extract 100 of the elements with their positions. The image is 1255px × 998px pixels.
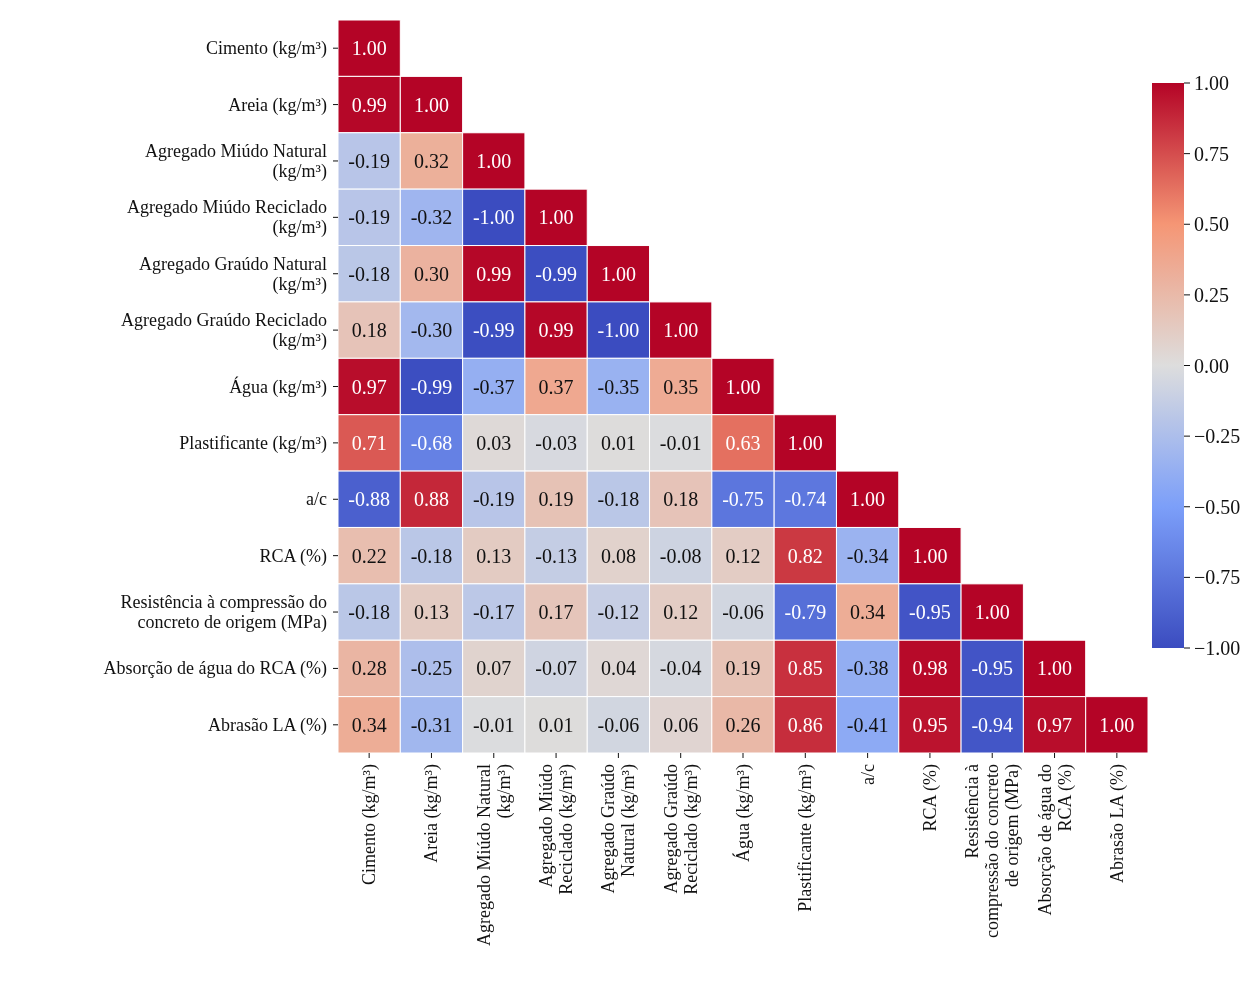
data-label: 1.00 — [351, 37, 387, 60]
data-label: -0.08 — [659, 544, 702, 567]
data-label: 1.00 — [912, 544, 948, 567]
y-tick-label: Plastificante (kg/m³) — [179, 432, 327, 454]
data-label: -0.99 — [535, 262, 577, 285]
data-label: -0.01 — [472, 713, 515, 736]
data-label: -0.79 — [784, 601, 827, 624]
data-label: -0.41 — [846, 713, 889, 736]
x-tick-label: Resistência à compressão do concreto de origem (MPa) — [962, 763, 1024, 938]
color-bar-label: 0.75 — [1194, 142, 1229, 165]
y-tick-label: Agregado Graúdo Natural (kg/m³) — [139, 253, 327, 295]
data-label: 0.99 — [351, 93, 387, 116]
data-label: -1.00 — [597, 319, 640, 342]
data-label: -0.34 — [846, 544, 889, 567]
x-tick-label: RCA (%) — [919, 763, 941, 832]
y-tick-label: Agregado Miúdo Reciclado (kg/m³) — [127, 197, 327, 239]
data-label: -0.95 — [971, 657, 1014, 680]
data-label: 0.07 — [476, 657, 512, 680]
data-label: 0.34 — [351, 713, 387, 736]
data-label: -0.03 — [535, 431, 577, 454]
data-label: -0.19 — [348, 206, 390, 229]
data-label: 0.19 — [538, 488, 574, 511]
data-label: -0.18 — [348, 601, 390, 624]
data-label: 0.26 — [725, 713, 761, 736]
x-tick-label: Agregado Graúdo Reciclado (kg/m³) — [660, 764, 702, 895]
data-label: 0.35 — [663, 375, 699, 398]
data-label: -0.94 — [971, 713, 1014, 736]
data-label: 1.00 — [1099, 713, 1135, 736]
x-tick-label: Absorção de água do RCA (%) — [1034, 763, 1076, 916]
data-label: 1.00 — [725, 375, 761, 398]
data-label: 1.00 — [974, 601, 1010, 624]
data-label: -0.99 — [472, 319, 515, 342]
data-label: -0.04 — [659, 657, 702, 680]
data-label: -0.18 — [348, 262, 390, 285]
x-tick-label: Agregado Miúdo Reciclado (kg/m³) — [536, 764, 578, 895]
data-label: -0.13 — [535, 544, 577, 567]
data-label: 0.85 — [787, 657, 823, 680]
data-label: 1.00 — [850, 488, 886, 511]
data-label: 0.37 — [538, 375, 574, 398]
data-label: 0.13 — [413, 601, 449, 624]
data-label: -0.18 — [597, 488, 640, 511]
y-tick-label: Água (kg/m³) — [229, 375, 328, 398]
data-label: 0.08 — [600, 544, 636, 567]
data-label: 0.04 — [600, 657, 636, 680]
data-label: 0.12 — [663, 601, 699, 624]
data-label: 0.06 — [663, 713, 699, 736]
x-tick-label: Agregado Miúdo Natural (kg/m³) — [473, 764, 515, 946]
data-label: 0.97 — [1037, 713, 1073, 736]
data-label: 1.00 — [787, 431, 823, 454]
color-bar-label: 0.00 — [1194, 354, 1229, 377]
x-tick-label: Abrasão LA (%) — [1106, 764, 1128, 883]
data-label: 0.01 — [538, 713, 574, 736]
data-label: -0.06 — [597, 713, 640, 736]
x-tick-label: Agregado Graúdo Natural (kg/m³) — [598, 764, 640, 894]
data-label: -1.00 — [472, 206, 515, 229]
data-label: -0.35 — [597, 375, 640, 398]
data-label: 1.00 — [476, 149, 512, 172]
data-label: -0.19 — [472, 488, 515, 511]
data-label: -0.32 — [410, 206, 453, 229]
data-label: 0.82 — [787, 544, 823, 567]
data-label: 0.95 — [912, 713, 948, 736]
data-label: 0.86 — [787, 713, 823, 736]
data-label: 0.32 — [413, 149, 449, 172]
data-label: -0.31 — [410, 713, 453, 736]
data-label: 0.18 — [351, 319, 387, 342]
data-label: 0.98 — [912, 657, 948, 680]
data-label: 1.00 — [1037, 657, 1073, 680]
data-label: -0.74 — [784, 488, 827, 511]
data-label: -0.99 — [410, 375, 453, 398]
data-label: 0.71 — [351, 431, 387, 454]
data-label: 1.00 — [663, 319, 699, 342]
color-bar-label: 1.00 — [1194, 72, 1229, 94]
data-label: 0.22 — [351, 544, 387, 567]
data-label: 0.34 — [850, 601, 886, 624]
data-label: -0.12 — [597, 601, 640, 624]
data-label: 0.28 — [351, 657, 387, 680]
data-label: -0.95 — [909, 601, 951, 624]
data-label: -0.68 — [410, 431, 453, 454]
data-label: -0.18 — [410, 544, 453, 567]
data-label: -0.19 — [348, 149, 390, 172]
color-bar-label: −0.75 — [1194, 566, 1241, 589]
data-label: 1.00 — [538, 206, 574, 229]
data-label: -0.37 — [472, 375, 515, 398]
data-label: 0.99 — [476, 262, 512, 285]
data-label: 0.01 — [600, 431, 636, 454]
data-label: -0.88 — [348, 488, 390, 511]
y-tick-label: Agregado Graúdo Reciclado (kg/m³) — [121, 310, 327, 352]
x-tick-label: Plastificante (kg/m³) — [795, 764, 817, 912]
data-label: 1.00 — [413, 93, 449, 116]
y-tick-label: a/c — [306, 489, 328, 510]
data-label: -0.17 — [472, 601, 515, 624]
data-label: -0.07 — [535, 657, 577, 680]
y-tick-label: Cimento (kg/m³) — [206, 38, 327, 60]
data-label: 1.00 — [600, 262, 636, 285]
color-bar-label: −1.00 — [1194, 637, 1241, 659]
data-label: -0.30 — [410, 319, 453, 342]
data-label: 0.03 — [476, 431, 512, 454]
color-bar-label: −0.50 — [1194, 495, 1241, 518]
data-label: 0.97 — [351, 375, 387, 398]
x-tick-label: Água (kg/m³) — [732, 763, 754, 862]
